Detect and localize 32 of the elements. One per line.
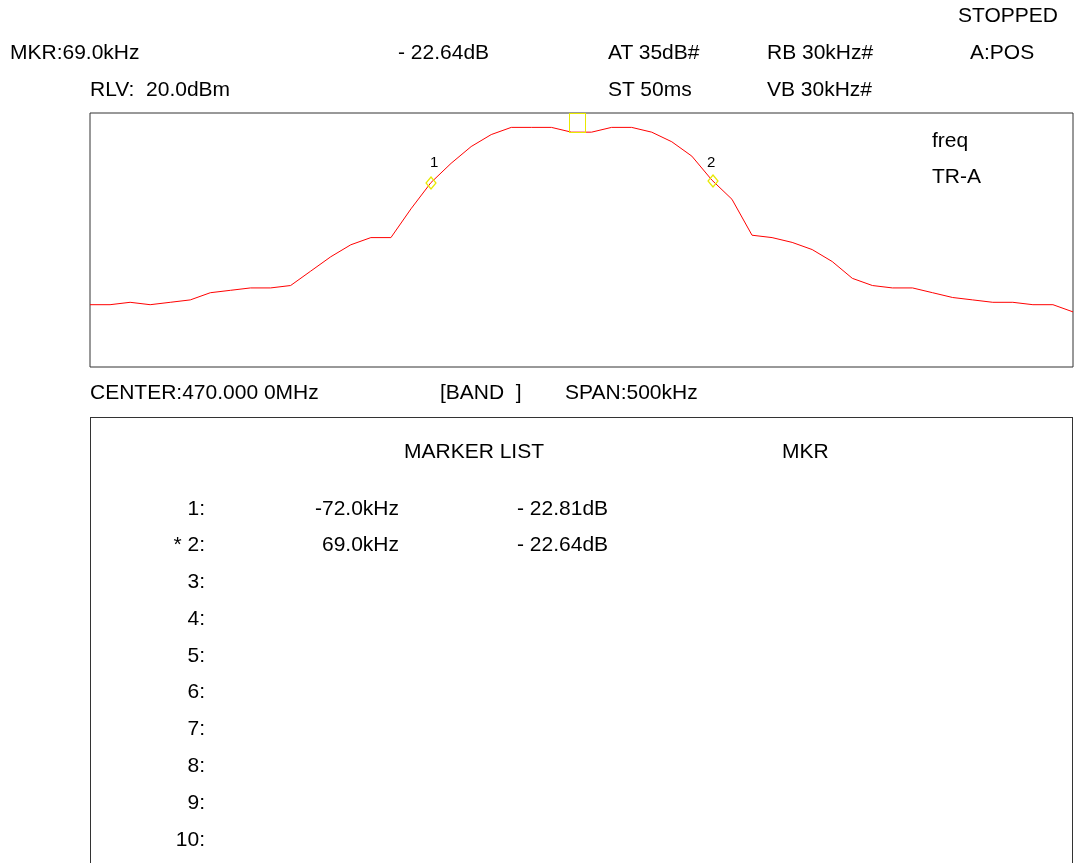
annotation: 1 xyxy=(430,153,439,170)
text: 8: xyxy=(187,753,205,777)
text: A:POS xyxy=(970,40,1035,64)
text: 5: xyxy=(187,643,205,667)
text: AT 35dB# xyxy=(608,40,700,64)
text: MKR xyxy=(782,439,829,463)
text: STOPPED xyxy=(958,3,1058,27)
text: MARKER LIST xyxy=(404,439,545,463)
text: RLV: 20.0dBm xyxy=(90,77,231,101)
annotation: freq xyxy=(932,128,969,152)
text: - 22.64dB xyxy=(517,532,609,556)
text: - 22.81dB xyxy=(517,496,609,520)
text: ST 50ms xyxy=(608,77,692,101)
text: 69.0kHz xyxy=(321,532,399,556)
text: 6: xyxy=(187,679,205,703)
text: -72.0kHz xyxy=(314,496,399,520)
annotation: TR-A xyxy=(932,164,981,188)
text: CENTER:470.000 0MHz xyxy=(90,380,319,404)
annotation: 2 xyxy=(707,153,716,170)
text: - 22.64dB xyxy=(398,40,490,64)
text: 10: xyxy=(175,827,205,851)
text: 9: xyxy=(187,790,205,814)
text: SPAN:500kHz xyxy=(565,380,698,404)
text: 4: xyxy=(187,606,205,630)
text: * 2: xyxy=(173,532,205,556)
text: 7: xyxy=(187,716,205,740)
text: MKR:69.0kHz xyxy=(10,40,140,64)
text: 3: xyxy=(187,569,205,593)
text: VB 30kHz# xyxy=(767,77,873,101)
text: 1: xyxy=(187,496,205,520)
text: [BAND ] xyxy=(440,380,522,404)
text: RB 30kHz# xyxy=(767,40,874,64)
